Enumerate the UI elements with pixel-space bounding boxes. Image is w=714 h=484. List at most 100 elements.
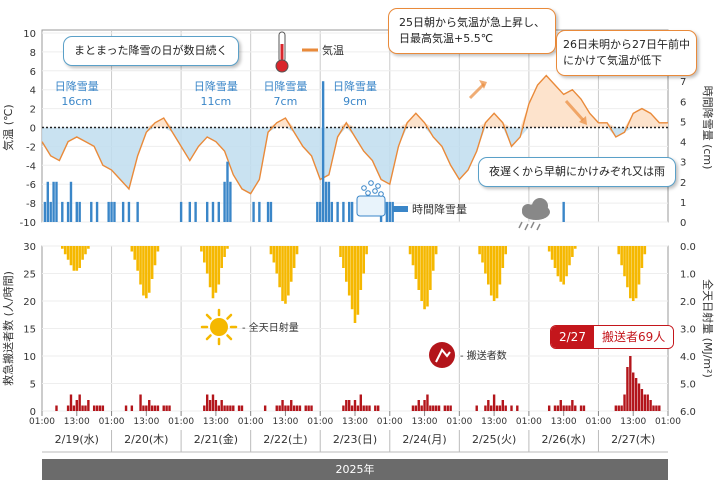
sun-ray	[205, 334, 212, 341]
solar-tick-label: 6.0	[680, 407, 696, 418]
patients-tick-label: 15	[23, 325, 36, 336]
solar-bar	[292, 246, 296, 268]
patients-bar	[643, 394, 647, 411]
snow-tick-label: 5	[680, 117, 686, 128]
snowflake-dot	[378, 191, 384, 197]
patients-bar	[290, 400, 293, 411]
solar-bar	[145, 246, 148, 299]
temp-tick-label: -2	[26, 142, 36, 153]
patients-bar	[629, 356, 632, 411]
time-tick-label: 13:00	[412, 417, 438, 427]
patients-bar	[142, 405, 145, 411]
snowfall-bar	[562, 201, 565, 222]
time-tick-label: 01:00	[238, 417, 264, 427]
patients-bar	[263, 405, 267, 411]
patients-bar	[559, 400, 562, 411]
patients-bar	[632, 372, 635, 411]
solar-bar	[200, 246, 203, 252]
rain-drop	[524, 223, 529, 231]
cooling-arrowhead	[579, 116, 587, 125]
patients-bar	[582, 405, 586, 411]
legend-solar-label: - 全天日射量	[242, 321, 299, 334]
solar-bar	[571, 246, 574, 257]
solar-bar	[345, 246, 348, 282]
patients-bar	[417, 400, 420, 411]
patients-bar	[446, 405, 449, 411]
temp-tick-label: 6	[30, 67, 36, 78]
warming-arrowhead	[479, 80, 487, 89]
patients-bar	[287, 405, 290, 411]
time-tick-label: 01:00	[516, 417, 542, 427]
temp-axis-title: 気温 (℃)	[1, 104, 15, 150]
snowfall-bar	[336, 201, 339, 222]
patients-bar	[278, 405, 281, 411]
solar-bar	[202, 246, 206, 263]
temp-tick-label: 4	[30, 86, 36, 97]
time-tick-label: 01:00	[29, 417, 55, 427]
snowfall-bar	[350, 201, 354, 222]
snowfall-bar	[342, 201, 345, 222]
solar-bar	[423, 246, 426, 310]
solar-bar	[487, 246, 490, 285]
patients-bar	[232, 405, 235, 411]
patients-axis-title: 救急搬送者数 (人/時間)	[1, 271, 15, 386]
patients-bar	[124, 405, 128, 411]
snowflake-dot	[375, 183, 381, 189]
injury-figure	[435, 348, 451, 363]
solar-bar	[60, 246, 64, 249]
time-tick-label: 01:00	[446, 417, 472, 427]
patients-bar	[66, 405, 70, 411]
patients-bar	[498, 405, 502, 411]
daily-snow-value: 9cm	[343, 95, 367, 108]
solar-bar	[501, 246, 505, 268]
patients-bar	[434, 405, 438, 411]
thermometer-bulb	[275, 59, 289, 73]
snowfall-bar	[252, 201, 255, 222]
daily-snow-value: 7cm	[274, 95, 298, 108]
patients-bar	[353, 400, 357, 411]
legend-patients-label: - 搬送者数	[460, 349, 507, 362]
patients-tick-label: 25	[23, 270, 36, 281]
solar-bar	[350, 246, 354, 310]
snowfall-bar	[61, 201, 64, 222]
patients-bar	[568, 405, 571, 411]
patients-bar	[490, 405, 493, 411]
time-tick-label: 13:00	[203, 417, 229, 427]
solar-bar	[643, 246, 647, 255]
patients-tick-label: 0	[30, 407, 36, 418]
snowfall-bar	[95, 201, 99, 222]
patients-bar	[168, 405, 171, 411]
patients-bar	[298, 405, 302, 411]
patients-bar	[579, 405, 583, 411]
patients-bar	[501, 400, 505, 411]
solar-bar	[78, 246, 81, 268]
legend-snow-label: 時間降雪量	[412, 202, 467, 216]
time-tick-label: 13:00	[133, 417, 159, 427]
solar-bar	[136, 246, 139, 271]
temperature-line	[41, 74, 668, 195]
patients-bar	[304, 405, 307, 411]
time-tick-label: 13:00	[620, 417, 646, 427]
snowfall-bar	[223, 181, 226, 222]
solar-bar	[156, 246, 160, 252]
patients-bar	[658, 405, 661, 411]
solar-bar	[69, 246, 73, 266]
snow-tick-label: 0	[680, 218, 686, 229]
solar-bar	[347, 246, 351, 296]
time-tick-label: 13:00	[342, 417, 368, 427]
time-tick-label: 13:00	[551, 417, 577, 427]
patients-bar	[652, 405, 655, 411]
patients-bar	[226, 405, 229, 411]
date-label: 2/20(木)	[124, 433, 168, 446]
solar-bar	[278, 246, 281, 288]
solar-bar	[133, 246, 137, 260]
time-tick-label: 13:00	[64, 417, 90, 427]
snowfall-bar	[385, 201, 389, 222]
solar-bar	[214, 246, 218, 293]
snowfall-bar	[348, 201, 351, 222]
snow-tick-label: 6	[680, 97, 686, 108]
rain-drop	[536, 223, 541, 231]
solar-bar	[573, 246, 577, 249]
solar-bar	[637, 246, 641, 285]
patients-bar	[217, 405, 220, 411]
